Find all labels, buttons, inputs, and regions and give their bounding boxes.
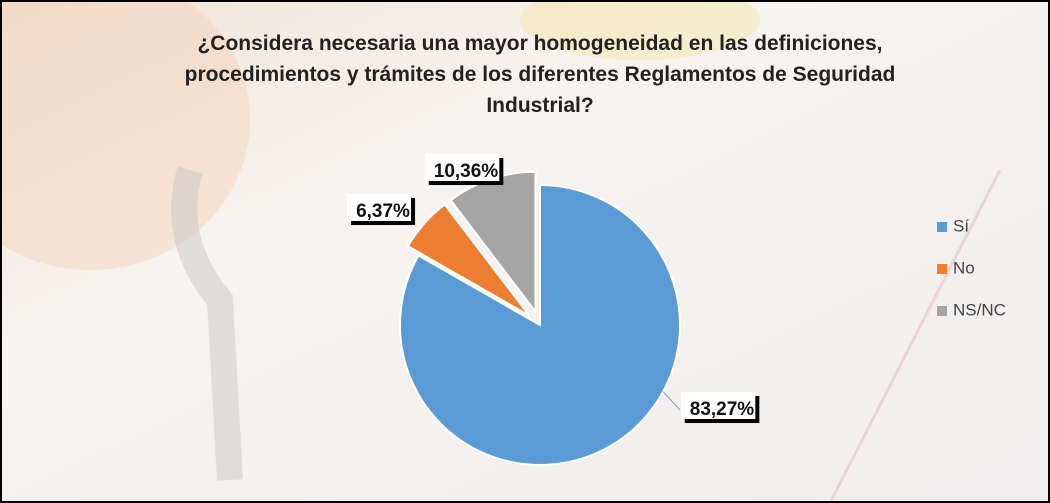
page: ¿Considera necesaria una mayor homogenei… <box>0 0 1050 503</box>
title-box: ¿Considera necesaria una mayor homogenei… <box>130 28 950 138</box>
chart-title: ¿Considera necesaria una mayor homogenei… <box>130 28 950 121</box>
data-label: 6,37% <box>356 201 410 222</box>
legend-label: Sí <box>953 216 969 235</box>
legend-label: NS/NC <box>953 300 1006 319</box>
legend-swatch <box>937 222 947 232</box>
legend-label: No <box>953 258 975 277</box>
data-label: 83,27% <box>690 399 755 420</box>
chart: ¿Considera necesaria una mayor homogenei… <box>0 0 1050 503</box>
data-label: 10,36% <box>434 161 499 182</box>
legend-swatch <box>937 306 947 316</box>
legend-swatch <box>937 264 947 274</box>
